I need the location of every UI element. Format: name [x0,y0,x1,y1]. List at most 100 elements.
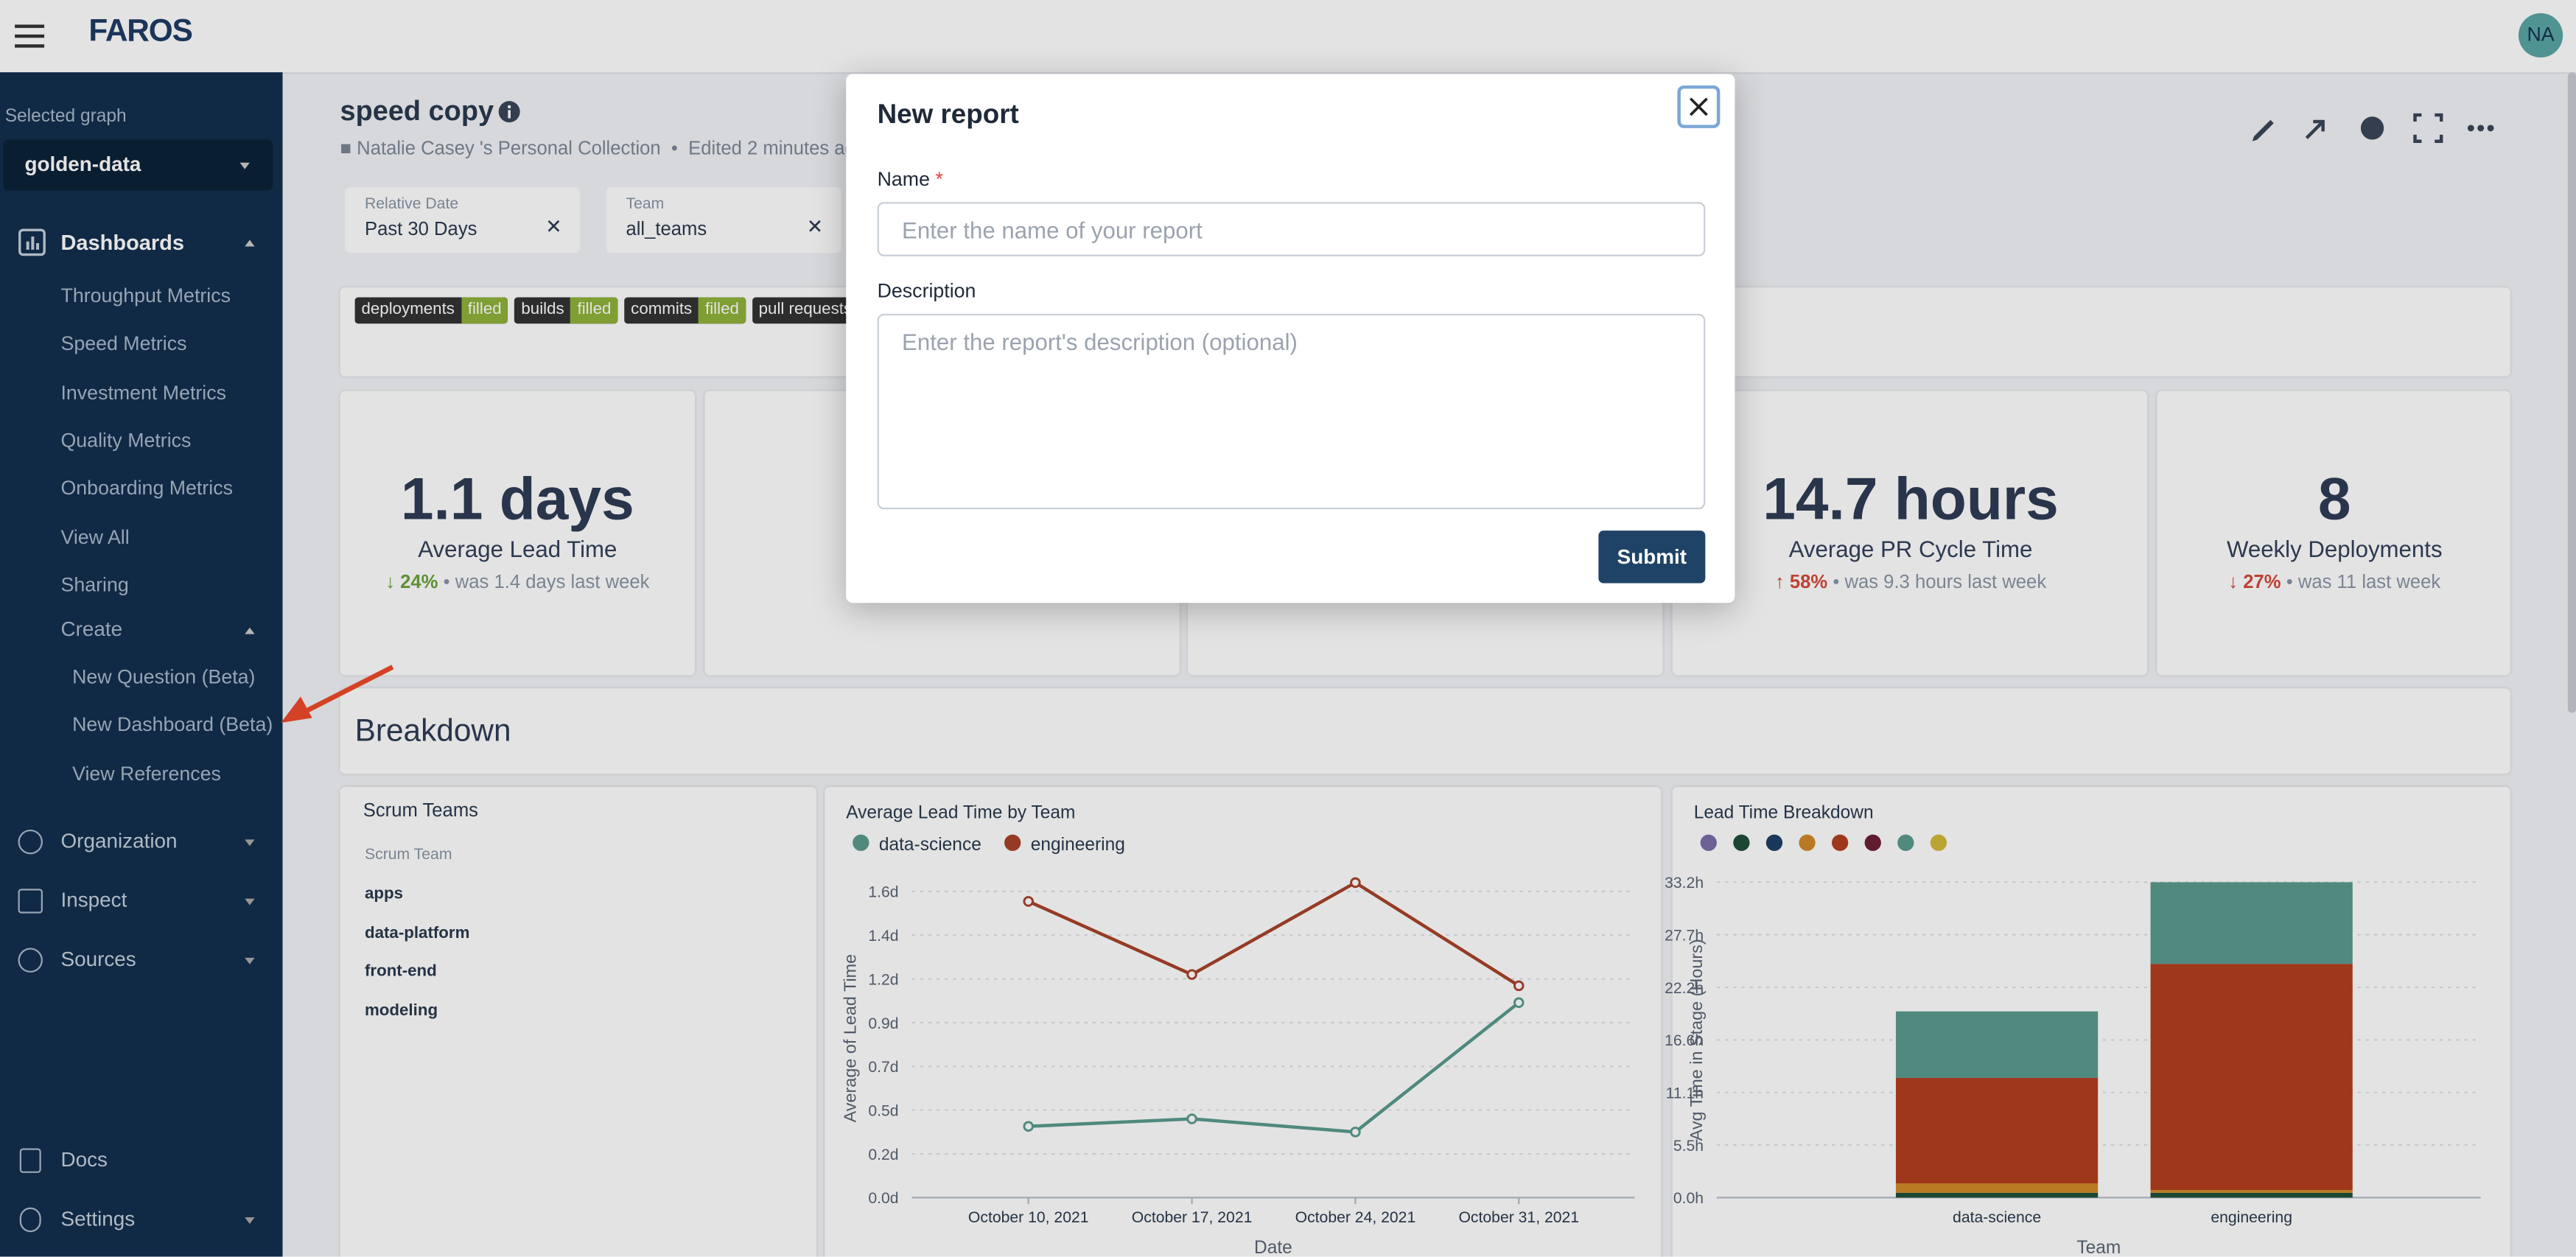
data-point [1350,877,1361,889]
data-point [1350,1127,1361,1138]
bar-segment [2150,1192,2353,1198]
y-tick-label: 0.2d [868,1146,898,1163]
data-point [1513,997,1525,1009]
fullscreen-button[interactable] [2413,113,2443,143]
legend-swatch [1765,834,1783,851]
top-bar [0,0,2576,74]
x-tick-label: October 17, 2021 [1132,1209,1253,1226]
menu-button[interactable] [15,23,45,49]
x-axis-label: Date [1254,1238,1292,1256]
table-row[interactable]: modeling [364,1001,438,1020]
bar-segment [2150,1190,2353,1193]
submit-button[interactable]: Submit [1598,531,1706,584]
tag: deployments filled [354,297,508,324]
nav-section[interactable]: Create [60,617,123,641]
bar-segment [1895,1077,2099,1184]
required-mark: * [935,167,943,191]
name-label: Name [877,167,930,191]
trend-arrow: ↓ [385,573,401,593]
legend-swatch [1700,834,1717,851]
filter-label: Team [626,195,665,214]
tag-name: deployments [361,301,455,319]
table-header: Scrum Team [364,846,452,864]
more-button[interactable] [2467,125,2494,132]
avatar[interactable]: NA [2518,13,2563,58]
nav-item[interactable]: Sharing [60,573,129,596]
nav-item[interactable]: Docs [60,1148,108,1172]
share-button[interactable] [2305,119,2325,139]
kpi-was: was 1.4 days [455,573,566,593]
kpi-card [340,391,696,676]
clear-filter[interactable]: ✕ [545,215,562,239]
close-button[interactable] [1677,85,1721,128]
legend-swatch [1733,834,1750,851]
nav-item[interactable]: Settings [60,1207,136,1230]
x-tick-label: October 24, 2021 [1295,1209,1416,1226]
nav-item[interactable]: Throughput Metrics [60,284,231,307]
y-tick-label: 11.1h [1666,1085,1704,1102]
chart-title: Average Lead Time by Team [846,802,1075,822]
scrollbar [2567,72,2576,713]
table-row[interactable]: front-end [364,962,437,981]
kpi-period: last week [2362,573,2441,593]
x-tick-label: data-science [1953,1209,2041,1226]
logo[interactable]: FAROS [88,15,192,49]
nav-item[interactable]: View All [60,525,130,548]
modal: New report Name * Enter the name of your… [846,74,1735,603]
trend-arrow: ↑ [1774,573,1790,593]
y-tick-label: 0.0h [1673,1190,1704,1207]
nav-section[interactable]: Dashboards [60,230,185,255]
table-row[interactable]: data-platform [364,924,470,942]
series-line [1028,1001,1520,1134]
caret [245,957,255,964]
edit-button[interactable] [2252,119,2274,141]
y-tick-label: 0.9d [868,1015,898,1032]
description-input[interactable]: Enter the report's description (optional… [877,313,1706,510]
nav-icon [19,1207,41,1233]
section-heading: Breakdown [354,714,511,749]
filter[interactable]: Team all_teams ✕ [606,187,841,253]
data-point [1023,1121,1034,1132]
nav-section[interactable]: Inspect [60,889,127,912]
tag: builds filled [514,297,618,324]
kpi-card [2157,391,2510,676]
data-point [1186,1113,1197,1124]
nav-item[interactable]: New Question (Beta) [72,665,256,689]
clear-filter[interactable]: ✕ [806,215,824,239]
y-tick-label: 16.6h [1665,1032,1704,1049]
bar-segment [1895,1183,2099,1193]
graph-select[interactable]: golden-data [3,139,273,191]
history-button[interactable] [2360,116,2384,140]
tag-status: filled [461,297,508,324]
chart-title: Lead Time Breakdown [1694,802,1874,822]
table-title: Scrum Teams [363,802,479,822]
caret [245,898,255,906]
kpi-was: was 11 [2297,573,2357,593]
nav-item[interactable]: Quality Metrics [60,428,192,452]
nav-section[interactable]: Sources [60,948,136,971]
filter[interactable]: Relative Date Past 30 Days ✕ [345,187,581,253]
nav-item[interactable]: Speed Metrics [60,332,187,356]
collection[interactable]: ■ Natalie Casey 's Personal Collection •… [340,139,867,160]
info-icon[interactable] [498,100,521,123]
nav-item[interactable]: New Dashboard (Beta) [72,713,273,737]
nav-item[interactable]: Onboarding Metrics [60,477,233,500]
nav-item[interactable]: Investment Metrics [60,380,227,404]
x-axis-label: Team [2076,1238,2121,1256]
kpi-card [1672,391,2148,676]
bar-segment [1895,1192,2099,1198]
toolbar [2252,113,2494,143]
collection-name[interactable]: Natalie Casey 's Personal Collection [357,139,661,160]
kpi: 8 Weekly Deployments ↓ 27% • was 11 last w… [2157,465,2512,593]
name-input[interactable]: Enter the name of your report [877,202,1706,256]
breakdown-card: Breakdown [340,688,2510,774]
table-row[interactable]: apps [364,885,404,904]
bar-segment [2150,882,2353,964]
nav-section[interactable]: Organization [60,829,178,853]
graph-label: Selected graph [4,106,127,127]
data-point [1023,896,1034,907]
nav-item[interactable]: View References [72,761,221,785]
tag-name: pull requests [758,301,853,319]
y-axis-label: Avg Time in Stage (Hours) [1687,939,1706,1141]
filter-label: Relative Date [364,195,459,214]
